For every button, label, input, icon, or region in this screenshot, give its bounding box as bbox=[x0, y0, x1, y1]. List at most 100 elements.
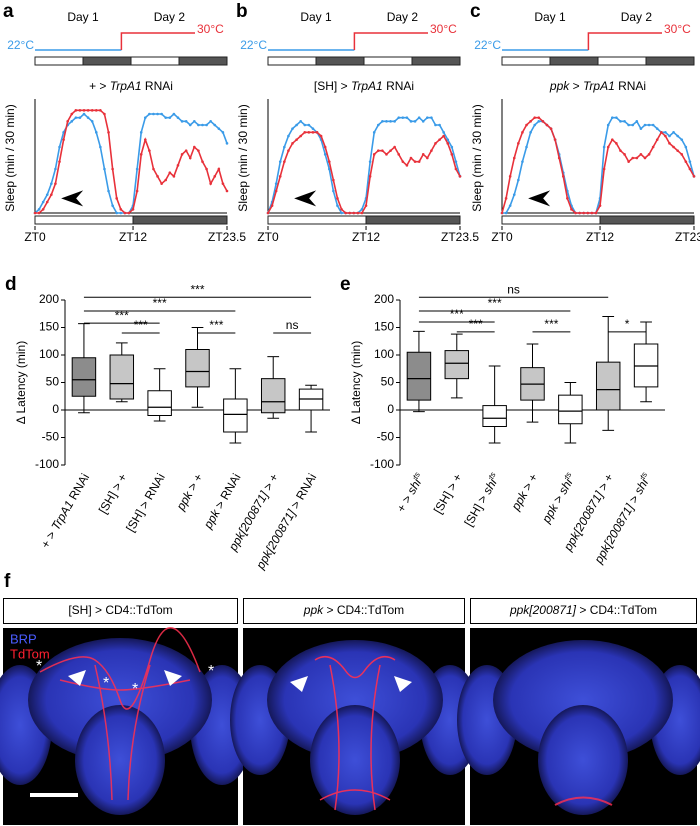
point bbox=[164, 116, 168, 119]
point bbox=[160, 112, 163, 116]
x-tick-label: [SH] > + bbox=[96, 471, 130, 516]
point bbox=[631, 123, 635, 127]
point bbox=[401, 160, 405, 163]
point bbox=[602, 167, 606, 171]
point bbox=[446, 138, 450, 141]
point bbox=[401, 116, 405, 119]
text-part: ppk[200871] bbox=[509, 603, 577, 617]
point bbox=[615, 142, 618, 145]
point bbox=[315, 131, 319, 134]
point bbox=[688, 167, 692, 171]
point bbox=[647, 123, 651, 127]
x-tick-label: ZT12 bbox=[119, 230, 147, 244]
significance: *** bbox=[190, 282, 204, 296]
point bbox=[217, 167, 221, 171]
point bbox=[517, 178, 520, 182]
point bbox=[103, 167, 106, 171]
point bbox=[50, 182, 53, 185]
y-tick-label: 150 bbox=[374, 320, 394, 334]
point bbox=[668, 134, 671, 138]
asterisk: * bbox=[208, 663, 214, 680]
ld-bar bbox=[645, 56, 695, 66]
y-tick-label: 100 bbox=[374, 347, 394, 361]
point bbox=[627, 123, 630, 127]
point bbox=[664, 131, 667, 134]
point bbox=[82, 112, 86, 116]
y-axis-label: Δ Latency (min) bbox=[14, 341, 28, 424]
point bbox=[668, 142, 671, 145]
point bbox=[397, 116, 401, 119]
box bbox=[185, 349, 210, 388]
significance: *** bbox=[488, 296, 502, 310]
point bbox=[545, 123, 549, 127]
box bbox=[595, 361, 621, 411]
point bbox=[529, 120, 532, 123]
point bbox=[176, 164, 180, 167]
point bbox=[364, 204, 368, 207]
point bbox=[446, 142, 450, 145]
point bbox=[672, 131, 675, 134]
text-part: ppk bbox=[549, 79, 570, 93]
point bbox=[266, 211, 270, 215]
x-tick-label: + > TrpA1 RNAi bbox=[38, 471, 92, 551]
text-part: TrpA1 bbox=[110, 79, 142, 93]
point bbox=[385, 120, 388, 123]
point bbox=[521, 131, 524, 134]
channel-label: TdTom bbox=[10, 646, 50, 661]
point bbox=[115, 211, 119, 215]
channel-label: BRP bbox=[10, 631, 37, 646]
point bbox=[119, 211, 123, 215]
point bbox=[135, 167, 139, 171]
text-part: ts bbox=[411, 470, 422, 480]
text-part: ts bbox=[562, 470, 573, 480]
text-part: > CD4::TdTom bbox=[576, 603, 657, 617]
point bbox=[156, 175, 159, 178]
point bbox=[655, 138, 659, 141]
point bbox=[610, 116, 614, 119]
text-part: > bbox=[625, 490, 644, 509]
point bbox=[119, 208, 123, 211]
y-tick-label: -50 bbox=[42, 430, 60, 444]
chart-title: [SH] > TrpA1 RNAi bbox=[314, 79, 414, 93]
panel-label: b bbox=[236, 1, 248, 22]
point bbox=[680, 138, 684, 141]
point bbox=[78, 109, 82, 112]
point bbox=[578, 211, 581, 215]
text-part: shi bbox=[556, 476, 576, 497]
point bbox=[615, 116, 618, 119]
x-tick-label: ZT23.5 bbox=[675, 230, 700, 244]
text-part: > RNAi bbox=[286, 471, 319, 514]
point bbox=[409, 156, 413, 160]
panel-label: c bbox=[470, 1, 481, 22]
text-part: TrpA1 bbox=[583, 79, 615, 93]
point bbox=[209, 120, 212, 123]
x-tick-label: ZT0 bbox=[257, 230, 279, 244]
point bbox=[291, 127, 294, 130]
point bbox=[336, 197, 339, 200]
point bbox=[381, 120, 384, 123]
day-label: Day 2 bbox=[621, 10, 653, 24]
point bbox=[33, 211, 37, 215]
point bbox=[283, 145, 286, 149]
point bbox=[303, 131, 307, 134]
point bbox=[225, 142, 229, 145]
point bbox=[143, 116, 147, 119]
text-part: shi bbox=[632, 476, 652, 497]
point bbox=[438, 123, 441, 127]
chart-title: ppk > TrpA1 RNAi bbox=[549, 79, 646, 93]
point bbox=[639, 127, 643, 130]
significance: *** bbox=[134, 318, 148, 332]
ld-bar bbox=[597, 56, 647, 66]
day-label: Day 1 bbox=[534, 10, 566, 24]
point bbox=[307, 131, 311, 134]
point bbox=[553, 138, 557, 141]
point bbox=[631, 156, 635, 160]
point bbox=[45, 193, 49, 196]
point bbox=[148, 149, 151, 152]
point bbox=[217, 127, 221, 130]
point bbox=[188, 123, 192, 127]
box bbox=[147, 390, 172, 416]
point bbox=[619, 149, 622, 152]
box bbox=[71, 357, 97, 397]
ld-bar bbox=[501, 56, 551, 66]
